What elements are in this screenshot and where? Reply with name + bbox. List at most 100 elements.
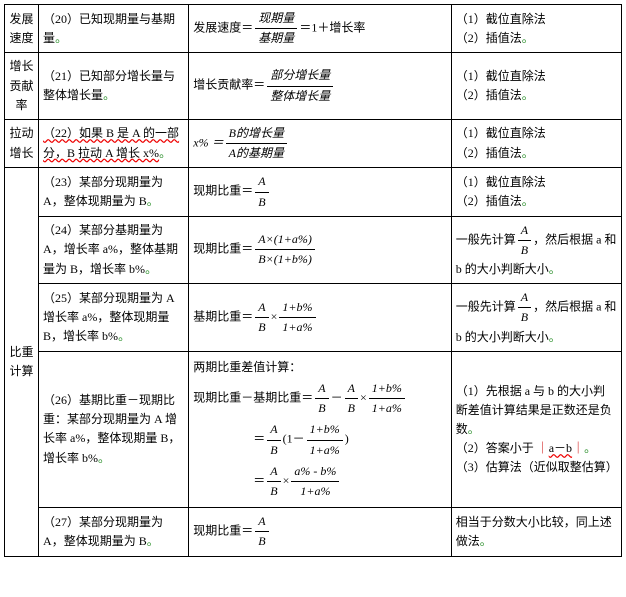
category-cell: 拉动增长 [5,119,39,167]
frac-den: 1+a% [307,440,343,460]
fraction: AB [518,288,531,327]
fraction: AB [255,172,268,211]
eq-sign: ＝ [253,432,265,446]
condition-text: （24）某部分基期量为 A，增长率 a%，整体基期量为 B，增长率 b% [43,223,178,275]
method-cell: （1）截位直除法 （2）插值法。 [451,168,621,216]
marker-dot: 。 [98,451,110,465]
frac-num: A [315,379,328,398]
method-cell: 一般先计算AB，然后根据 a 和 b 的大小判断大小。 [451,284,621,352]
fraction: 现期量基期量 [255,9,297,48]
formula-cell: 增长贡献率＝部分增长量整体增长量 [189,53,451,120]
frac-num: A [345,379,358,398]
frac-den: 整体增长量 [267,86,333,106]
formula-label: 现期比重＝ [193,242,253,256]
method-item: （1）截位直除法 [456,124,617,143]
marker-dot: 。 [549,330,561,344]
category-cell: 比重计算 [5,168,39,556]
method-item: （2）插值法 [456,88,522,102]
table-row: 比重计算 （23）某部分现期量为 A，整体现期量为 B。 现期比重＝AB （1）… [5,168,622,216]
method-item: （1）截位直除法 [456,67,617,86]
formula-cell: 现期比重＝AB [189,508,451,556]
condition-text: （26）基期比重－现期比重：某部分现期量为 A 增长率 a%，整体现期量 B，增… [43,393,180,465]
frac-den: B [518,240,531,260]
fraction: A×(1+a%)B×(1+b%) [255,230,315,269]
frac-num: 现期量 [255,9,297,28]
marker-dot: 。 [549,262,561,276]
times-sign: × [271,309,278,323]
marker-dot: 。 [147,194,159,208]
condition-cell: （20）已知现期量与基期量。 [39,5,189,53]
method-item: （1）截位直除法 [456,173,617,192]
paren-text: (1－ [283,432,305,446]
condition-cell: （23）某部分现期量为 A，整体现期量为 B。 [39,168,189,216]
formula-cell: x% ＝B的增长量A的基期量 [189,119,451,167]
marker-dot: 。 [55,31,67,45]
formula-cell: 现期比重＝AB [189,168,451,216]
frac-num: A [255,512,268,531]
fraction: 1+b%1+a% [279,298,315,337]
method-cell: 相当于分数大小比较，同上述做法。 [451,508,621,556]
frac-num: A [267,420,280,439]
table-row: （27）某部分现期量为 A，整体现期量为 B。 现期比重＝AB 相当于分数大小比… [5,508,622,556]
condition-cell: （25）某部分现期量为 A 增长率 a%，整体现期量 B，增长率 b%。 [39,284,189,352]
frac-den: B×(1+b%) [255,249,315,269]
frac-den: B [267,481,280,501]
method-item: （2）插值法 [456,194,522,208]
method-item: （1）截位直除法 [456,10,617,29]
marker-dot: 。 [145,262,157,276]
fraction: AB [315,379,328,418]
fraction: a% - b%1+a% [291,462,339,501]
marker-dot: 。 [118,329,130,343]
fraction: AB [345,379,358,418]
condition-cell: （21）已知部分增长量与整体增长量。 [39,53,189,120]
marker-dot: 。 [103,88,115,102]
condition-cell: （24）某部分基期量为 A，增长率 a%，整体基期量为 B，增长率 b%。 [39,216,189,284]
frac-den: B [518,307,531,327]
paren-text: ) [345,432,349,446]
condition-cell: （27）某部分现期量为 A，整体现期量为 B。 [39,508,189,556]
eq-sign: ＝ [253,473,265,487]
method-cell: （1）截位直除法 （2）插值法。 [451,53,621,120]
table-row: （25）某部分现期量为 A 增长率 a%，整体现期量 B，增长率 b%。 基期比… [5,284,622,352]
formula-line: ＝AB(1－1+b%1+a%) [193,420,446,459]
frac-den: B [255,317,268,337]
formula-table: 发展速度 （20）已知现期量与基期量。 发展速度＝现期量基期量＝1＋增长率 （1… [4,4,622,557]
method-text: a－b [549,441,572,455]
frac-num: A [267,462,280,481]
method-cell: （1）截位直除法 （2）插值法。 [451,5,621,53]
formula-cell: 现期比重＝A×(1+a%)B×(1+b%) [189,216,451,284]
frac-num: a% - b% [291,462,339,481]
category-cell: 发展速度 [5,5,39,53]
formula-label: 基期比重＝ [193,309,253,323]
formula-line: ＝AB×a% - b%1+a% [193,462,446,501]
method-cell: （1）先根据 a 与 b 的大小判断差值计算结果是正数还是负数。 （2）答案小于… [451,351,621,507]
formula-label: 现期比重－基期比重＝ [193,390,313,404]
frac-num: 1+b% [279,298,315,317]
frac-den: A的基期量 [226,143,287,163]
fraction: AB [267,420,280,459]
fraction: AB [255,298,268,337]
formula-label: 现期比重＝ [193,524,253,538]
frac-num: B的增长量 [226,124,287,143]
frac-num: 1+b% [307,420,343,439]
frac-num: A [255,298,268,317]
method-item: （2）插值法 [456,146,522,160]
frac-den: 基期量 [255,28,297,48]
frac-den: B [255,531,268,551]
condition-text: （23）某部分现期量为 A，整体现期量为 B [43,175,163,208]
formula-tail: ＝1＋增长率 [299,20,365,34]
method-cell: 一般先计算AB，然后根据 a 和 b 的大小判断大小。 [451,216,621,284]
fraction: 部分增长量整体增长量 [267,66,333,105]
condition-text: （27）某部分现期量为 A，整体现期量为 B [43,515,163,548]
formula-label: 增长贡献率＝ [193,78,265,92]
frac-den: B [315,398,328,418]
marker-dot: 。 [468,422,480,436]
frac-den: B [255,192,268,212]
marker-dot: 。 [147,534,159,548]
marker-dot: 。 [522,146,534,160]
marker-dot: 。 [159,146,171,160]
method-text: 一般先计算 [456,232,516,246]
frac-den: 1+a% [291,481,339,501]
frac-den: 1+a% [369,398,405,418]
table-row: （24）某部分基期量为 A，增长率 a%，整体基期量为 B，增长率 b%。 现期… [5,216,622,284]
